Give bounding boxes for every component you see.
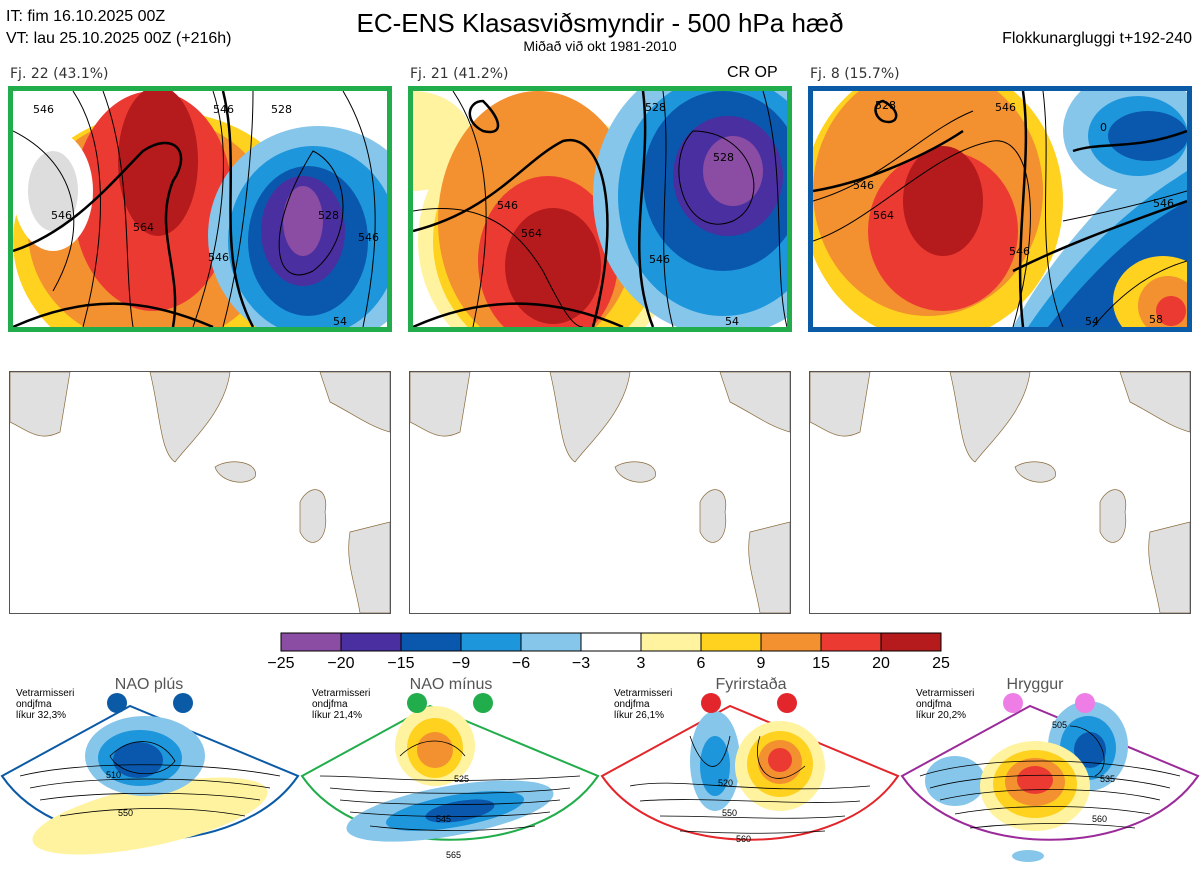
colorbar-cell	[460, 632, 522, 652]
regime-map: 505 535 560	[900, 693, 1200, 862]
contour-label: 535	[1100, 774, 1115, 784]
cluster-map-2: 528 546 564 528 546 54	[413, 91, 787, 327]
contour-label: 546	[213, 103, 234, 116]
regime-meta: Vetrarmisseri ondjfma líkur 26,1%	[614, 688, 673, 721]
contour-label: 58	[1149, 313, 1163, 326]
regime-blocking: Vetrarmisseri ondjfma líkur 26,1% Fyrirsta…	[600, 676, 900, 871]
regime-nao-plus: Vetrarmisseri ondjfma líkur 32,3% NAO plús…	[0, 676, 300, 871]
panel-2-tag: CR OP	[727, 64, 778, 81]
colorbar-tick-label: 15	[812, 655, 830, 672]
land-outline	[10, 372, 390, 613]
colorbar-tick-label: −25	[267, 655, 295, 672]
colorbar-cell	[580, 632, 642, 652]
panel-2-label: Fj. 21 (41.2%)	[410, 66, 509, 82]
contour-label: 54	[333, 315, 347, 327]
regime-map: 525 545 565	[300, 693, 600, 860]
colorbar-tick-label: 20	[872, 655, 890, 672]
contour-label: 528	[875, 99, 896, 112]
panel-1-label: Fj. 22 (43.1%)	[10, 66, 109, 82]
regime-name: Hryggur	[1006, 676, 1064, 693]
contour-label: 525	[454, 774, 469, 784]
colorbar-tick-label: −9	[451, 655, 471, 672]
contour-label: 546	[1009, 245, 1030, 258]
contour-label: 564	[873, 209, 894, 222]
contour-label: 528	[271, 103, 292, 116]
page-subtitle: Miðað við okt 1981-2010	[523, 38, 677, 54]
contour-label: 550	[722, 808, 737, 818]
regime-meta: Vetrarmisseri ondjfma líkur 20,2%	[916, 688, 975, 721]
land-outline	[810, 372, 1190, 613]
contour-label: 528	[318, 209, 339, 222]
contour-label: 546	[51, 209, 72, 222]
colorbar-cell	[340, 632, 402, 652]
contour-label: 510	[106, 770, 121, 780]
cluster-map-1: 546 546 528 546 564 546 528 546 54	[13, 91, 387, 327]
background-map-3	[809, 371, 1191, 614]
contour-label: 505	[1052, 720, 1067, 730]
regime-map: 510 550	[0, 693, 300, 855]
page-title: EC-ENS Klasasviðsmyndir - 500 hPa hæð	[356, 8, 844, 38]
it-time: IT: fim 16.10.2025 00Z	[6, 8, 166, 25]
contour-label: 546	[497, 199, 518, 212]
contour-label: 528	[645, 101, 666, 114]
regime-name: NAO mínus	[409, 676, 493, 693]
cluster-panel-3: 528 546 564 546 546 0 546 54 58	[808, 86, 1192, 332]
classification-window: Flokkunargluggi t+192-240	[1002, 30, 1192, 47]
contour-label: 546	[649, 253, 670, 266]
contour-label: 520	[718, 778, 733, 788]
colorbar-cell	[820, 632, 882, 652]
colorbar-tick-label: −15	[387, 655, 415, 672]
cluster-panel-2: 528 546 564 528 546 54	[408, 86, 792, 332]
contour-label: 546	[853, 179, 874, 192]
regime-ridge: Vetrarmisseri ondjfma líkur 20,2% Hryggur …	[900, 676, 1200, 871]
contour-label: 545	[436, 814, 451, 824]
colorbar-cell	[880, 632, 942, 652]
panel-3-label: Fj. 8 (15.7%)	[810, 66, 900, 82]
contour-label: 546	[1153, 197, 1174, 210]
colorbar-tick-label: −6	[511, 655, 531, 672]
regime-meta: Vetrarmisseri ondjfma líkur 21,4%	[312, 688, 371, 721]
contour-label: 546	[358, 231, 379, 244]
colorbar	[280, 632, 942, 652]
contour-label: 564	[521, 227, 542, 240]
contour-label: 528	[713, 151, 734, 164]
colorbar-cell	[400, 632, 462, 652]
background-map-1	[9, 371, 391, 614]
colorbar-tick-label: 25	[932, 655, 950, 672]
cluster-panel-1: 546 546 528 546 564 546 528 546 54	[8, 86, 392, 332]
regime-name: NAO plús	[114, 676, 184, 693]
contour-label: 550	[118, 808, 133, 818]
colorbar-tick-label: 6	[696, 655, 706, 672]
contour-label: 560	[736, 834, 751, 844]
cluster-map-3: 528 546 564 546 546 0 546 54 58	[813, 91, 1187, 327]
colorbar-tick-label: 3	[636, 655, 646, 672]
vt-time: VT: lau 25.10.2025 00Z (+216h)	[6, 30, 232, 47]
regime-nao-minus: Vetrarmisseri ondjfma líkur 21,4% NAO mínu…	[300, 676, 600, 871]
land-outline	[410, 372, 790, 613]
contour-label: 546	[995, 101, 1016, 114]
colorbar-cell	[280, 632, 342, 652]
contour-label: 54	[725, 315, 739, 327]
colorbar-cell	[520, 632, 582, 652]
colorbar-tick-label: −3	[571, 655, 591, 672]
colorbar-tick-label: −20	[327, 655, 355, 672]
contour-label: 546	[208, 251, 229, 264]
contour-label: 564	[133, 221, 154, 234]
colorbar-cell	[760, 632, 822, 652]
background-map-2	[409, 371, 791, 614]
colorbar-cell	[640, 632, 702, 652]
contour-label: 0	[1100, 121, 1107, 134]
contour-label: 560	[1092, 814, 1107, 824]
regime-map: 520 550 560	[600, 693, 900, 844]
header-times: IT: fim 16.10.2025 00Z VT: lau 25.10.202…	[6, 6, 232, 50]
contour-label: 54	[1085, 315, 1099, 327]
regime-name: Fyrirstaða	[715, 676, 787, 693]
regime-meta: Vetrarmisseri ondjfma líkur 32,3%	[16, 688, 75, 721]
contour-label: 546	[33, 103, 54, 116]
contour-label: 565	[446, 850, 461, 860]
colorbar-cell	[700, 632, 762, 652]
colorbar-tick-label: 9	[756, 655, 766, 672]
